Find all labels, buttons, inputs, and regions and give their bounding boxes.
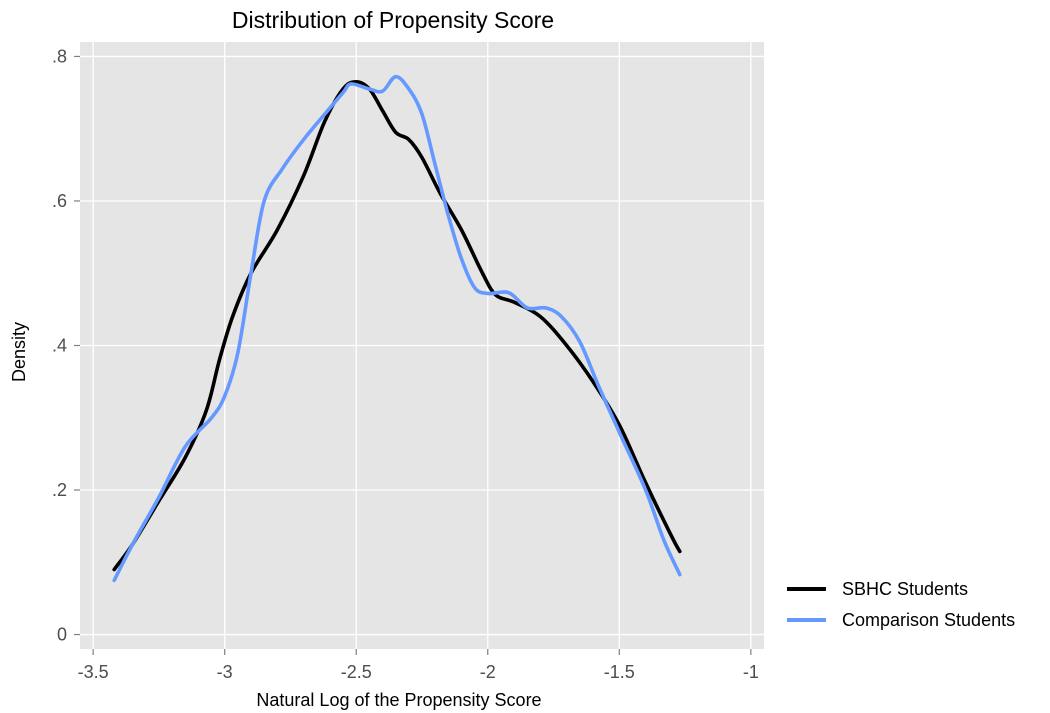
y-axis-title: Density <box>9 322 29 382</box>
x-tick-label: -3 <box>217 662 233 682</box>
y-tick-label: .2 <box>52 480 67 500</box>
y-tick-label: .6 <box>52 191 67 211</box>
chart-title: Distribution of Propensity Score <box>232 7 554 33</box>
series-line-comparison <box>112 74 682 583</box>
x-axis-ticks: -3.5 -3 -2.5 -2 -1.5 -1 <box>78 649 759 682</box>
legend: SBHC Students Comparison Students <box>787 579 1015 630</box>
y-tick-label: .8 <box>52 46 67 66</box>
series-lines <box>112 74 682 583</box>
legend-label-sbhc: SBHC Students <box>842 579 968 599</box>
y-tick-label: .4 <box>52 336 67 356</box>
legend-label-comparison: Comparison Students <box>842 610 1015 630</box>
x-axis-title: Natural Log of the Propensity Score <box>256 690 541 710</box>
x-tick-label: -3.5 <box>78 662 109 682</box>
y-axis-ticks: 0 .2 .4 .6 .8 <box>52 46 80 645</box>
x-tick-label: -2 <box>480 662 496 682</box>
x-tick-label: -1 <box>743 662 759 682</box>
y-tick-label: 0 <box>57 625 67 645</box>
x-tick-label: -1.5 <box>604 662 635 682</box>
series-line-sbhc <box>112 79 682 572</box>
x-tick-label: -2.5 <box>341 662 372 682</box>
